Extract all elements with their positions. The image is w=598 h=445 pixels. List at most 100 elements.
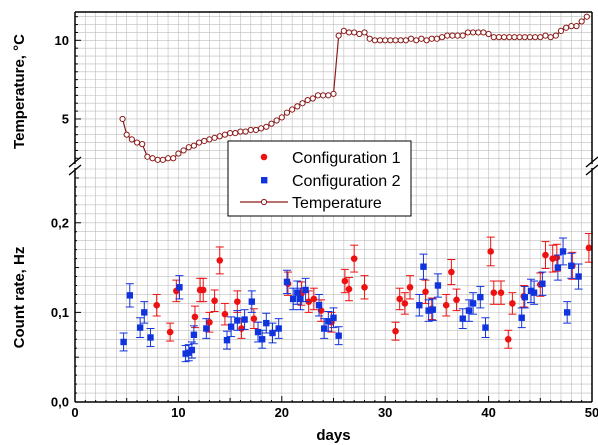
config2-point — [223, 336, 231, 344]
temperature-point — [119, 115, 126, 123]
temperature-point — [423, 37, 430, 44]
config2-point — [530, 289, 538, 296]
temperature-point — [511, 34, 518, 41]
config2-point — [289, 295, 297, 303]
config2-point — [482, 324, 489, 331]
config1-point — [250, 315, 258, 322]
temperature-point — [304, 96, 311, 104]
config2-point — [568, 262, 575, 269]
temperature-point — [273, 117, 280, 124]
config2-point — [176, 284, 183, 291]
temperature-point — [154, 156, 161, 163]
temperature-point — [242, 128, 249, 135]
temperature-point — [376, 37, 384, 44]
config2-point — [269, 329, 276, 337]
temperature-point — [583, 13, 590, 20]
config2-point — [297, 295, 304, 303]
temperature-point — [392, 37, 399, 44]
temperature-point — [402, 37, 409, 44]
axis-break-right — [585, 156, 598, 168]
config1-point — [216, 257, 224, 264]
temperature-point — [418, 35, 425, 42]
temperature-point — [501, 34, 508, 41]
config1-point — [238, 325, 245, 332]
temperature-point — [371, 37, 378, 44]
legend-marker-config1 — [260, 153, 268, 161]
config2-point — [254, 328, 262, 336]
y-tick-label-top: 10 — [55, 33, 69, 48]
temperature-point — [516, 34, 523, 41]
config1-point — [199, 286, 207, 294]
temperature-point — [314, 92, 322, 99]
temperature-point — [170, 155, 177, 162]
config2-point — [416, 302, 423, 309]
y-tick-label-top: 5 — [62, 111, 69, 126]
temperature-point — [289, 106, 296, 113]
config2-point — [227, 323, 235, 330]
config2-point — [477, 293, 484, 301]
config2-point — [539, 280, 546, 287]
x-tick-label: 10 — [171, 405, 185, 420]
config2-point — [126, 292, 134, 299]
temperature-point — [247, 126, 254, 134]
config1-point — [585, 244, 593, 252]
config2-point — [521, 293, 528, 301]
config2-point — [518, 314, 525, 321]
x-tick-label: 30 — [378, 405, 392, 420]
axis-break-right — [585, 164, 598, 176]
legend-label-config2: Configuration 2 — [292, 173, 401, 190]
config1-point — [406, 283, 414, 291]
x-tick-label: 20 — [275, 405, 289, 420]
config1-point — [341, 277, 349, 285]
temperature-point — [568, 23, 575, 30]
x-axis-title: days — [316, 427, 350, 444]
temperature-point — [459, 32, 466, 39]
x-tick-label: 0 — [71, 405, 78, 420]
config1-point — [504, 335, 512, 343]
config2-point — [320, 325, 328, 332]
temperature-point — [258, 125, 265, 132]
config1-point — [497, 289, 505, 296]
config1-point — [487, 248, 494, 255]
temperature-point — [485, 30, 492, 38]
temperature-point — [320, 92, 327, 99]
config1-point — [361, 283, 368, 291]
temperature-point — [433, 35, 440, 42]
config1-point — [310, 295, 318, 303]
config2-point — [465, 307, 473, 314]
temperature-point — [227, 130, 234, 137]
temperature-point — [263, 123, 270, 130]
legend-marker-config2 — [261, 177, 268, 184]
axes: 0 10 20 30 40 50 5 10 0,0 0,1 0,2 — [51, 11, 598, 420]
temperature-point — [454, 32, 461, 39]
y-tick-label-bottom: 0,2 — [51, 215, 69, 230]
config1-point — [448, 268, 455, 276]
config2-point — [141, 309, 148, 316]
temperature-point — [309, 95, 316, 102]
temperature-point — [335, 32, 342, 39]
temperature-point — [413, 37, 420, 44]
temperature-point — [464, 29, 472, 36]
temperature-point — [345, 29, 353, 36]
legend-marker-temperature — [260, 198, 268, 206]
config1-point — [401, 300, 409, 307]
temperature-point — [532, 34, 539, 41]
temperature-point — [366, 35, 373, 42]
config2-point — [554, 264, 562, 271]
temperature-point — [340, 27, 347, 34]
config2-point — [283, 278, 291, 286]
temperature-point — [526, 34, 534, 41]
temperature-point — [521, 34, 528, 41]
temperature-point — [552, 32, 559, 39]
config1-point — [396, 295, 403, 303]
temperature-point — [232, 130, 239, 137]
config2-point — [234, 317, 241, 324]
temperature-point — [175, 150, 182, 157]
config2-point — [263, 319, 270, 327]
config2-point — [335, 332, 342, 339]
temperature-point — [361, 29, 368, 36]
temperature-point — [159, 156, 166, 163]
config1-point — [509, 300, 516, 307]
config2-point — [258, 336, 266, 343]
